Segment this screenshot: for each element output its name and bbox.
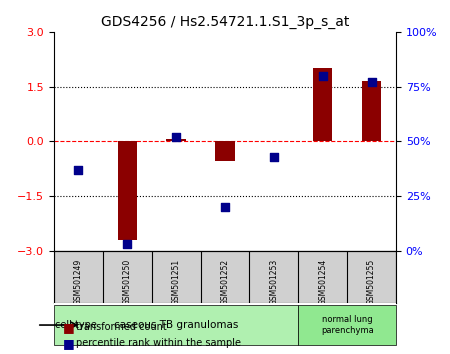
Text: GSM501255: GSM501255 bbox=[367, 258, 376, 305]
Text: transformed count: transformed count bbox=[76, 322, 167, 332]
Point bbox=[368, 79, 375, 85]
FancyBboxPatch shape bbox=[54, 306, 298, 345]
Text: ■: ■ bbox=[63, 337, 75, 350]
Text: normal lung
parenchyma: normal lung parenchyma bbox=[321, 315, 373, 335]
Text: GSM501250: GSM501250 bbox=[123, 258, 132, 305]
Point bbox=[75, 167, 82, 172]
Text: GSM501254: GSM501254 bbox=[318, 258, 327, 305]
Point bbox=[319, 73, 326, 79]
Bar bbox=[313, 68, 333, 141]
Point bbox=[270, 154, 278, 159]
Text: GSM501249: GSM501249 bbox=[74, 258, 83, 305]
Text: percentile rank within the sample: percentile rank within the sample bbox=[76, 338, 242, 348]
Bar bbox=[166, 139, 186, 141]
Bar bbox=[117, 141, 137, 240]
Text: cell type: cell type bbox=[55, 320, 97, 330]
Text: ■: ■ bbox=[63, 321, 75, 334]
Bar bbox=[215, 141, 235, 161]
Bar bbox=[362, 81, 381, 141]
Point bbox=[172, 134, 180, 140]
Point bbox=[221, 204, 229, 210]
Text: caseous TB granulomas: caseous TB granulomas bbox=[114, 320, 238, 330]
Text: GSM501253: GSM501253 bbox=[270, 258, 279, 305]
Text: GSM501252: GSM501252 bbox=[220, 258, 230, 305]
Title: GDS4256 / Hs2.54721.1.S1_3p_s_at: GDS4256 / Hs2.54721.1.S1_3p_s_at bbox=[101, 16, 349, 29]
Point bbox=[124, 241, 131, 247]
FancyBboxPatch shape bbox=[298, 306, 396, 345]
Text: GSM501251: GSM501251 bbox=[171, 258, 180, 305]
